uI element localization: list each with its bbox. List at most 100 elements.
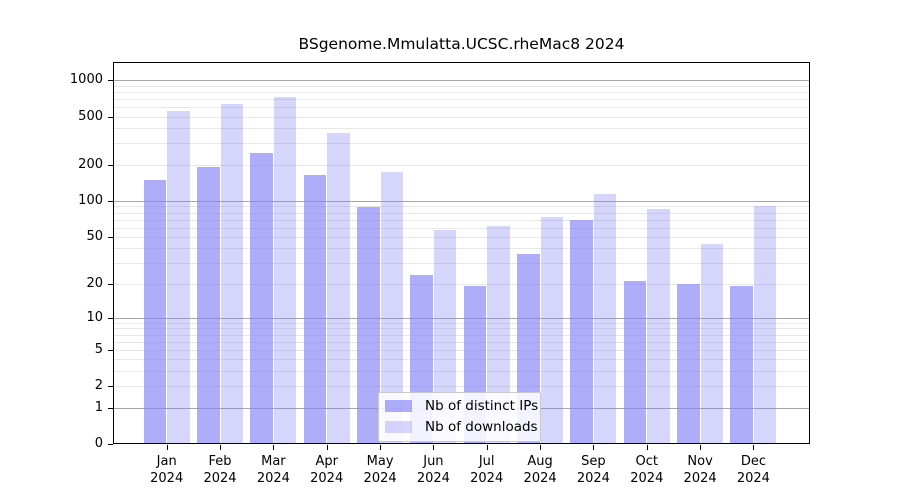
- bar-downloads: [700, 243, 724, 444]
- y-axis-label: 5: [94, 341, 103, 357]
- x-axis-tick: [753, 445, 755, 450]
- bar-distinct-ips: [250, 153, 273, 444]
- gridline-minor: [113, 328, 810, 330]
- y-axis-label: 100: [78, 192, 103, 208]
- x-axis-tick: [486, 445, 488, 450]
- bar-downloads: [593, 193, 617, 444]
- y-axis-tick: [108, 317, 113, 319]
- gridline-major: [113, 200, 810, 202]
- y-axis-label: 1000: [69, 72, 103, 88]
- y-axis-tick: [108, 349, 113, 351]
- legend-swatch-downloads: [385, 421, 412, 433]
- bar-downloads: [380, 171, 404, 444]
- bar-downloads: [433, 230, 457, 444]
- x-axis-tick: [380, 445, 382, 450]
- x-axis-label: May 2024: [363, 454, 397, 486]
- x-axis-tick: [220, 445, 221, 450]
- bar-distinct-ips: [623, 281, 647, 444]
- y-axis-tick: [108, 407, 113, 409]
- gridline-minor: [113, 164, 810, 166]
- gridline-minor: [113, 359, 810, 361]
- bar-distinct-ips: [143, 179, 167, 444]
- x-axis-tick: [700, 445, 702, 450]
- x-axis-label: Oct 2024: [630, 454, 664, 486]
- bar-distinct-ips: [677, 283, 700, 444]
- x-axis-label: Jul 2024: [470, 454, 504, 486]
- legend-item-distinct-ips: Nb of distinct IPs: [385, 398, 538, 414]
- gridline-minor: [113, 334, 810, 336]
- legend: Nb of distinct IPs Nb of downloads: [378, 392, 541, 442]
- gridline-minor: [113, 219, 810, 221]
- bar-downloads: [167, 111, 190, 444]
- x-axis-label: Dec 2024: [736, 454, 770, 486]
- y-axis-label: 20: [86, 275, 103, 291]
- gridline-minor: [113, 227, 810, 229]
- gridline-minor: [113, 128, 810, 130]
- legend-label-downloads: Nb of downloads: [425, 419, 538, 435]
- gridline-minor: [113, 322, 810, 324]
- gridline-minor: [113, 263, 810, 265]
- x-axis-label: Aug 2024: [523, 454, 557, 486]
- y-axis-tick: [108, 116, 113, 118]
- bar-downloads: [647, 209, 670, 444]
- gridline-minor: [113, 248, 810, 250]
- x-axis-label: Feb 2024: [203, 454, 237, 486]
- bar-downloads: [487, 225, 510, 444]
- y-axis-tick: [108, 283, 113, 285]
- gridline-minor: [113, 91, 810, 93]
- y-axis-label: 50: [86, 228, 103, 244]
- gridline-minor: [113, 349, 810, 351]
- x-axis-tick: [646, 445, 648, 450]
- x-axis-tick: [166, 445, 168, 450]
- gridline-minor: [113, 107, 810, 108]
- x-axis-tick: [433, 445, 435, 450]
- x-axis-label: Nov 2024: [683, 454, 717, 486]
- y-axis-label: 0: [94, 436, 103, 451]
- gridline-minor: [113, 236, 810, 238]
- gridline-minor: [113, 386, 810, 388]
- gridline-minor: [113, 85, 810, 87]
- x-axis-label: Mar 2024: [256, 454, 290, 486]
- gridline-major: [113, 80, 810, 82]
- bar-distinct-ips: [730, 286, 753, 444]
- bar-distinct-ips: [303, 175, 327, 444]
- y-axis-tick: [108, 80, 113, 82]
- x-axis-tick: [326, 445, 328, 450]
- x-axis-label: Jan 2024: [150, 454, 184, 486]
- y-axis-tick: [108, 444, 113, 445]
- y-axis-label: 500: [78, 108, 103, 124]
- chart-title: BSgenome.Mmulatta.UCSC.rheMac8 2024: [298, 35, 625, 53]
- y-axis-label: 1: [94, 399, 103, 415]
- x-axis-tick: [593, 445, 595, 450]
- bar-distinct-ips: [357, 207, 380, 444]
- x-axis-label: Sep 2024: [576, 454, 610, 486]
- bar-downloads: [540, 216, 564, 444]
- bar-distinct-ips: [570, 219, 593, 444]
- y-axis-label: 200: [78, 156, 103, 172]
- y-axis-label: 2: [94, 378, 103, 394]
- bar-downloads: [327, 132, 350, 444]
- bar-downloads: [220, 104, 243, 444]
- legend-swatch-distinct-ips: [385, 400, 412, 412]
- x-axis-label: Jun 2024: [416, 454, 450, 486]
- gridline-minor: [113, 212, 810, 214]
- x-axis-tick: [273, 445, 275, 450]
- y-axis-label: 10: [86, 309, 103, 325]
- gridline-minor: [113, 98, 810, 100]
- gridline-minor: [113, 143, 810, 145]
- gridline-minor: [113, 371, 810, 372]
- legend-label-distinct-ips: Nb of distinct IPs: [425, 398, 539, 414]
- x-axis-tick: [540, 445, 542, 450]
- gridline-minor: [113, 116, 810, 118]
- y-axis-tick: [108, 386, 113, 388]
- y-axis-tick: [108, 164, 113, 166]
- gridline-major: [113, 317, 810, 319]
- bar-downloads: [273, 96, 297, 444]
- gridline-minor: [113, 283, 810, 285]
- gridline-minor: [113, 206, 810, 208]
- y-axis-tick: [108, 236, 113, 238]
- y-axis-tick: [108, 200, 113, 202]
- bar-distinct-ips: [197, 167, 220, 444]
- x-axis-label: Apr 2024: [310, 454, 344, 486]
